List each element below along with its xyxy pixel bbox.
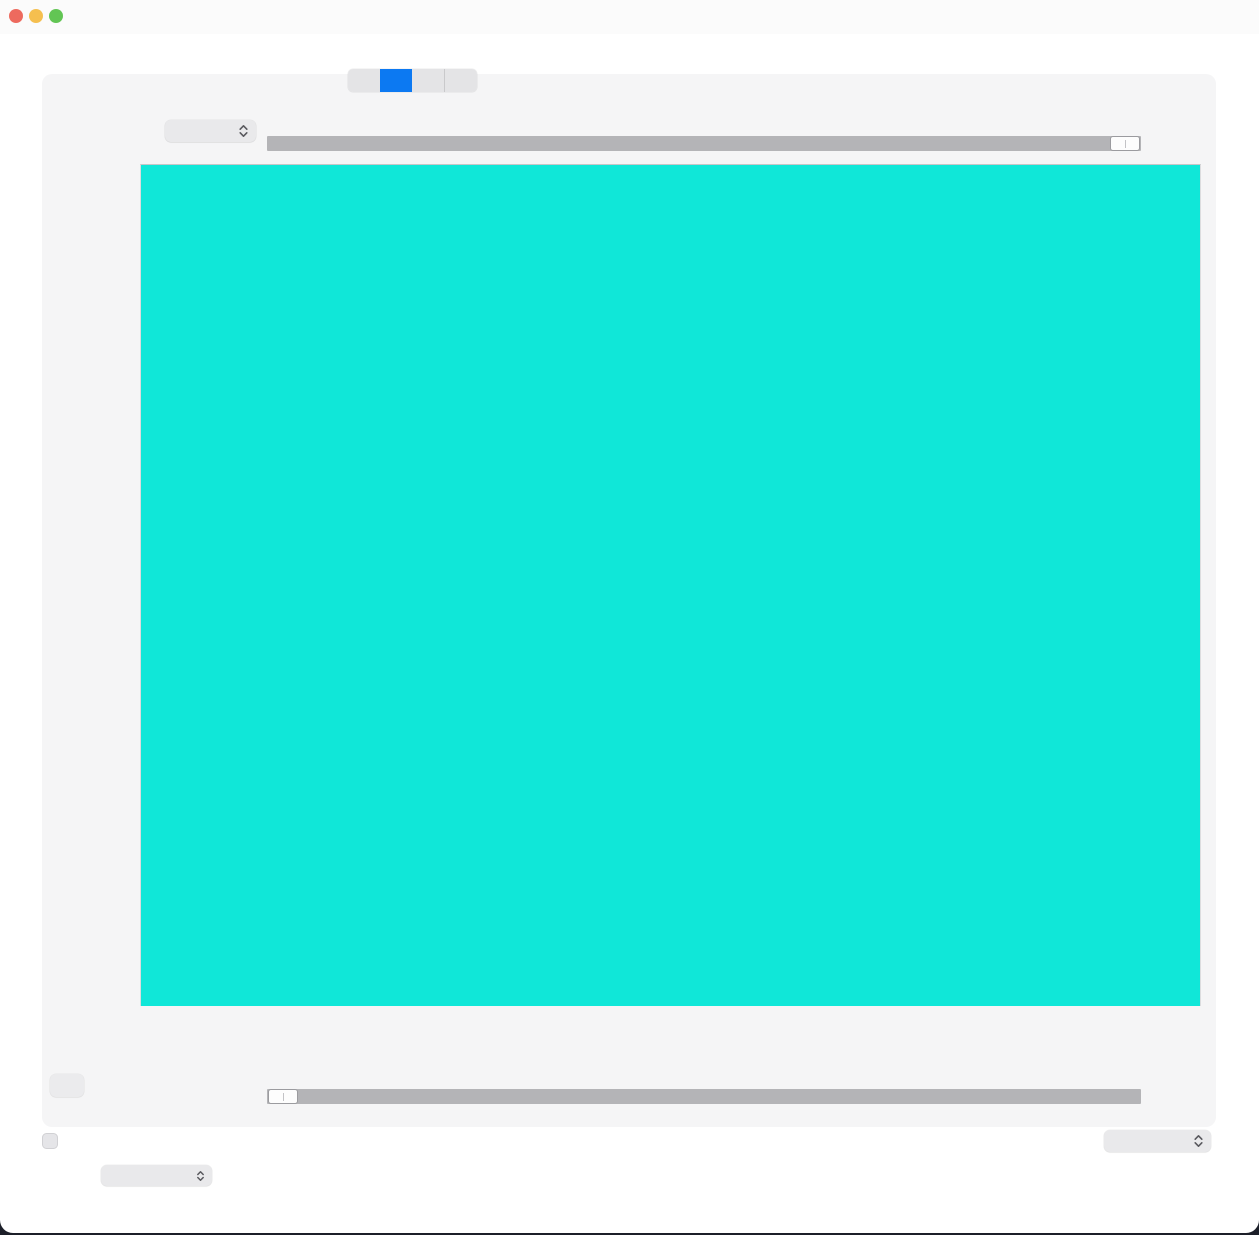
intensity-min-slider[interactable]: [267, 1088, 1141, 1104]
intensity-max-slider[interactable]: [267, 135, 1141, 151]
intensity-max-slider-handle[interactable]: [1110, 135, 1140, 151]
fft-size-popup[interactable]: [1104, 1130, 1211, 1152]
tab-waterfall-display[interactable]: [380, 69, 412, 92]
minimize-button[interactable]: [29, 9, 43, 23]
chevron-updown-icon: [196, 1170, 205, 1182]
intensity-min-slider-handle[interactable]: [268, 1088, 298, 1104]
display-rf-frequencies-checkbox[interactable]: [42, 1133, 58, 1149]
chevron-updown-icon: [1193, 1134, 1204, 1148]
title-bar[interactable]: [0, 0, 1259, 34]
intensity-display-popup[interactable]: [165, 120, 256, 142]
y-axis-ticks: [129, 164, 140, 1006]
display-tab-bar: [348, 69, 477, 92]
auto-scale-button[interactable]: [50, 1074, 84, 1097]
waterfall-plot[interactable]: [140, 164, 1201, 1006]
x-axis-ticks: [141, 1006, 1200, 1017]
chevron-updown-icon: [238, 124, 249, 138]
tab-frequency-display[interactable]: [348, 69, 380, 92]
waterfall-canvas[interactable]: [141, 165, 1200, 1006]
zoom-button[interactable]: [49, 9, 63, 23]
window-fn-popup[interactable]: [101, 1165, 212, 1186]
tab-time-domain-display[interactable]: [412, 69, 444, 92]
close-button[interactable]: [9, 9, 23, 23]
tab-constellation-display[interactable]: [444, 69, 477, 92]
